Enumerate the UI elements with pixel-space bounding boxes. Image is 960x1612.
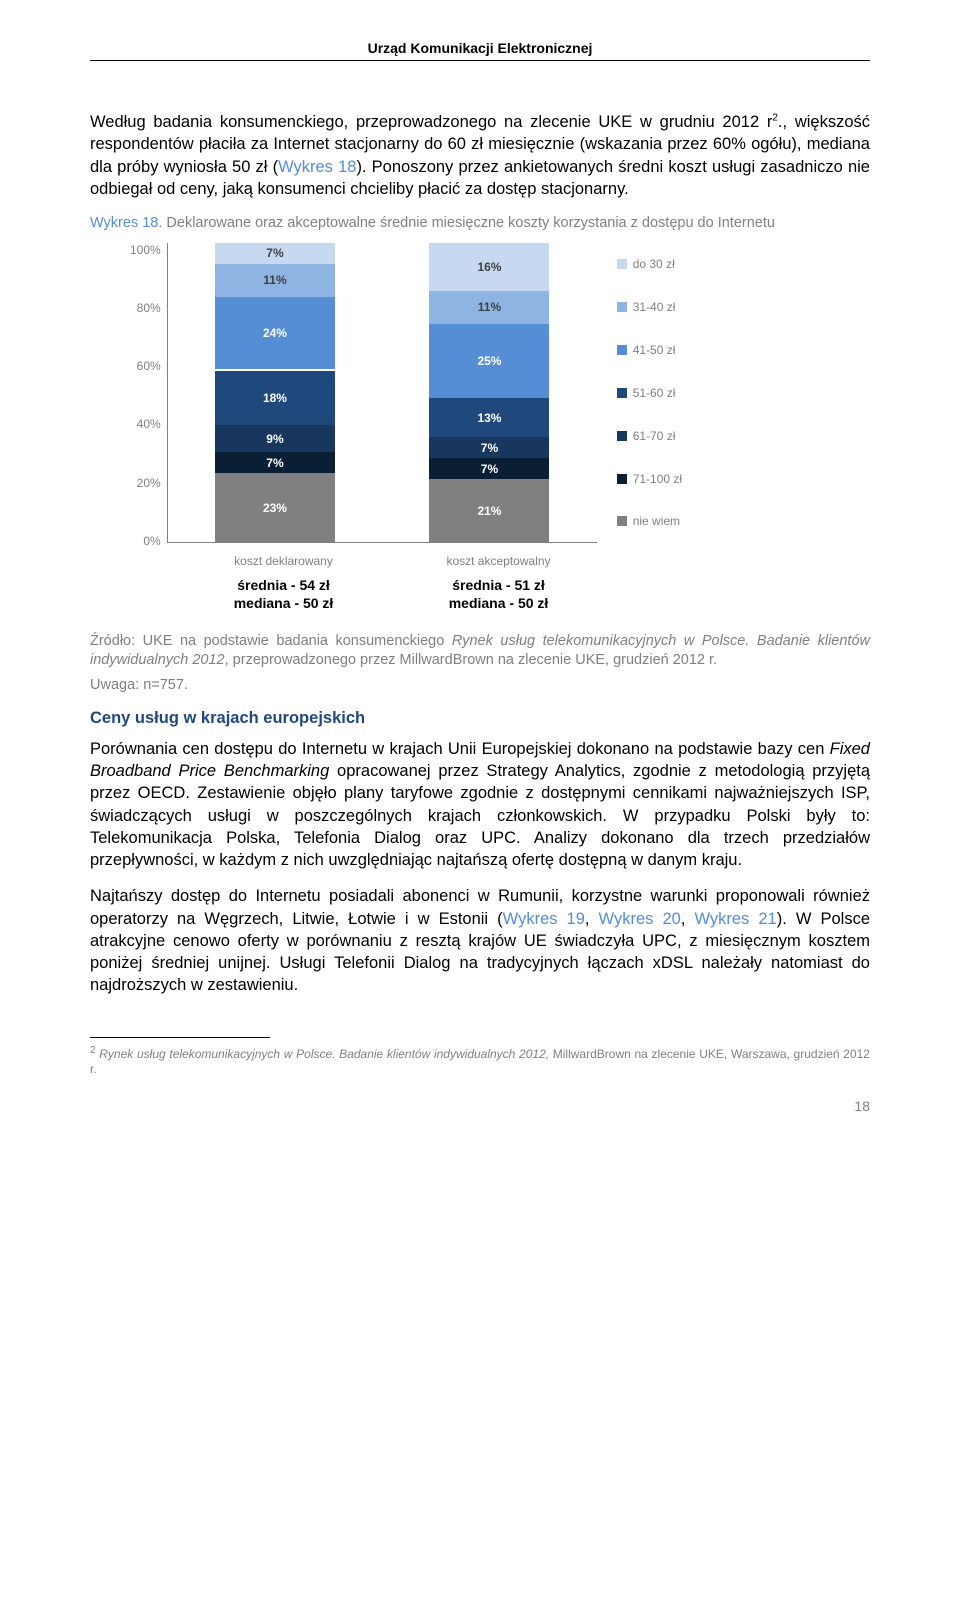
avg2-l1: średnia - 51 zł [449,576,549,594]
legend: do 30 zł31-40 zł41-50 zł51-60 zł61-70 zł… [597,243,682,543]
footnote: 2 Rynek usług telekomunikacyjnych w Pols… [90,1044,870,1078]
page-header: Urząd Komunikacji Elektronicznej [90,40,870,61]
avg1-l2: mediana - 50 zł [234,594,334,612]
bar-acceptable: 21%7%7%13%25%11%16% [429,243,549,542]
p3-m2: , [681,910,695,928]
avg2-l2: mediana - 50 zł [449,594,549,612]
paragraph-3: Najtańszy dostęp do Internetu posiadali … [90,885,870,996]
p1-ref: Wykres 18 [278,158,356,176]
footnote-separator [90,1037,270,1038]
xlabel-2: koszt akceptowalny [439,554,559,568]
source-a: Źródło: UKE na podstawie badania konsume… [90,633,452,649]
section-heading: Ceny usług w krajach europejskich [90,709,870,728]
xlabel-1: koszt deklarowany [224,554,344,568]
fn-sup: 2 [90,1045,96,1056]
source: Źródło: UKE na podstawie badania konsume… [90,632,870,670]
paragraph-1: Według badania konsumenckiego, przeprowa… [90,111,870,200]
avg-1: średnia - 54 zł mediana - 50 zł [234,576,334,612]
page-number: 18 [90,1098,870,1114]
p3-ref2: Wykres 20 [599,910,681,928]
p2-a: Porównania cen dostępu do Internetu w kr… [90,740,830,758]
averages-row: średnia - 54 zł mediana - 50 zł średnia … [176,576,606,612]
paragraph-2: Porównania cen dostępu do Internetu w kr… [90,738,870,872]
fn-italic: Rynek usług telekomunikacyjnych w Polsce… [99,1047,549,1061]
avg1-l1: średnia - 54 zł [234,576,334,594]
source-b: , przeprowadzonego przez MillwardBrown n… [225,652,717,668]
p3-m1: , [585,910,599,928]
avg-2: średnia - 51 zł mediana - 50 zł [449,576,549,612]
bar-declared: 23%7%9%18%24%11%7% [215,243,335,542]
x-axis-labels: koszt deklarowany koszt akceptowalny [176,554,606,568]
p3-ref3: Wykres 21 [694,910,776,928]
p1-text-a: Według badania konsumenckiego, przeprowa… [90,113,772,131]
p3-ref1: Wykres 19 [503,910,585,928]
plot-area: 23%7%9%18%24%11%7% 21%7%7%13%25%11%16% [167,243,597,543]
caption-text: Deklarowane oraz akceptowalne średnie mi… [162,215,775,231]
caption-ref: Wykres 18. [90,215,162,231]
y-axis: 100%80%60%40%20%0% [130,243,167,548]
chart: 100%80%60%40%20%0% 23%7%9%18%24%11%7% 21… [130,243,870,548]
chart-caption: Wykres 18. Deklarowane oraz akceptowalne… [90,214,870,233]
note: Uwaga: n=757. [90,676,870,695]
